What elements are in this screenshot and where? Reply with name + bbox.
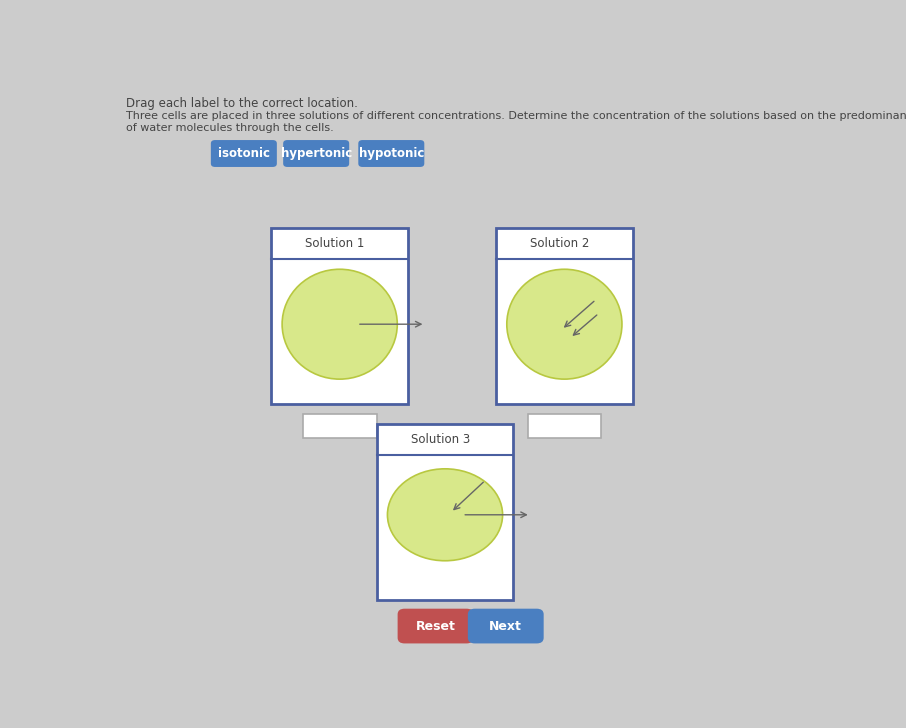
FancyBboxPatch shape <box>467 609 544 644</box>
Text: Drag each label to the correct location.: Drag each label to the correct location. <box>126 98 358 111</box>
FancyBboxPatch shape <box>398 609 474 644</box>
FancyBboxPatch shape <box>284 140 349 167</box>
Text: of water molecules through the cells.: of water molecules through the cells. <box>126 123 333 133</box>
Text: Solution 1: Solution 1 <box>305 237 365 250</box>
FancyBboxPatch shape <box>496 227 632 404</box>
FancyBboxPatch shape <box>527 414 602 438</box>
FancyBboxPatch shape <box>377 424 514 601</box>
Ellipse shape <box>388 469 503 561</box>
Text: hypotonic: hypotonic <box>359 147 424 160</box>
Text: Next: Next <box>489 620 522 633</box>
Text: isotonic: isotonic <box>217 147 270 160</box>
FancyBboxPatch shape <box>358 140 424 167</box>
FancyBboxPatch shape <box>303 414 377 438</box>
Ellipse shape <box>506 269 622 379</box>
Text: Solution 3: Solution 3 <box>410 433 470 446</box>
Ellipse shape <box>282 269 397 379</box>
Text: Three cells are placed in three solutions of different concentrations. Determine: Three cells are placed in three solution… <box>126 111 906 121</box>
FancyBboxPatch shape <box>211 140 277 167</box>
Text: Solution 2: Solution 2 <box>530 237 590 250</box>
Text: hypertonic: hypertonic <box>281 147 352 160</box>
Text: Reset: Reset <box>416 620 456 633</box>
FancyBboxPatch shape <box>408 610 482 634</box>
FancyBboxPatch shape <box>271 227 408 404</box>
